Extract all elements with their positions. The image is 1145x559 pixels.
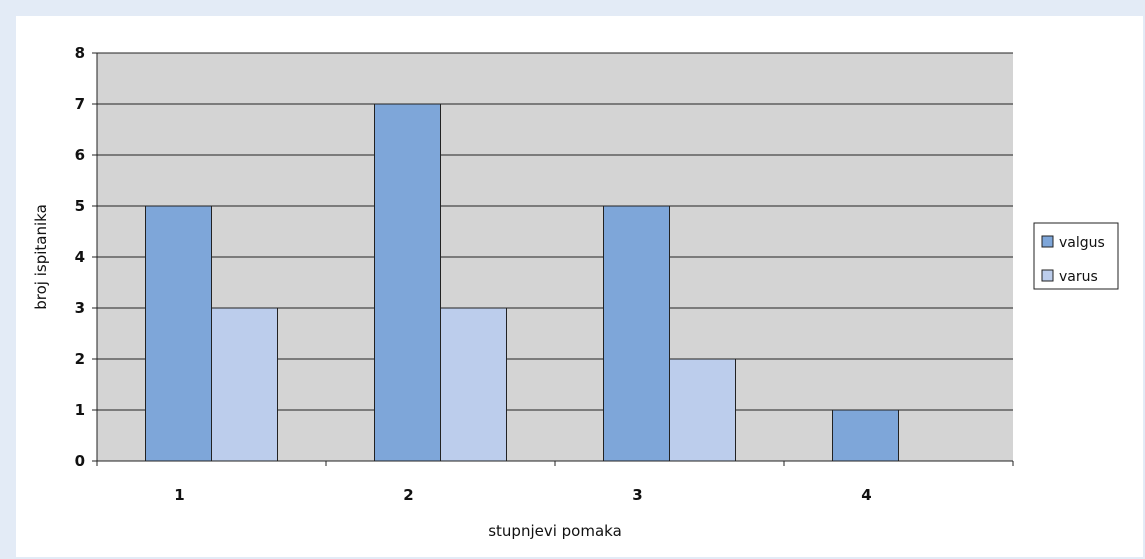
- chart-frame: 0 1 2 3 4 5 6 7 8 1 2 3 4 stupnjevi pomaka broj isp…: [16, 16, 1143, 557]
- bar-valgus-4: [832, 409, 899, 462]
- legend: valgus varus: [1033, 222, 1119, 290]
- legend-swatch-varus: [1041, 269, 1054, 282]
- y-tick-labels: 0 1 2 3 4 5 6 7 8: [75, 44, 97, 470]
- y-tick-label: 2: [75, 350, 85, 368]
- legend-swatch-valgus: [1041, 235, 1054, 248]
- x-tick-label: 2: [403, 486, 413, 504]
- y-axis-title: broj ispitanika: [32, 204, 50, 310]
- y-tick-label: 0: [75, 452, 85, 470]
- x-tick-label: 4: [861, 486, 871, 504]
- x-tick-label: 3: [632, 486, 642, 504]
- y-tick-label: 4: [75, 248, 85, 266]
- y-tick-label: 8: [75, 44, 85, 62]
- bars: [145, 103, 899, 462]
- y-tick-label: 6: [75, 146, 85, 164]
- y-tick-label: 7: [75, 95, 85, 113]
- bar-varus-3: [669, 358, 736, 462]
- legend-label-varus: varus: [1059, 269, 1098, 285]
- x-axis-title: stupnjevi pomaka: [488, 522, 622, 540]
- bar-chart: 0 1 2 3 4 5 6 7 8 1 2 3 4 stupnjevi pomaka broj isp…: [32, 44, 1119, 540]
- x-tick-label: 1: [174, 486, 184, 504]
- x-tick-labels: 1 2 3 4: [96, 461, 1014, 504]
- bar-varus-1: [211, 307, 278, 462]
- bar-valgus-1: [145, 205, 212, 462]
- y-tick-label: 3: [75, 299, 85, 317]
- y-tick-label: 1: [75, 401, 85, 419]
- bar-valgus-3: [603, 205, 670, 462]
- legend-label-valgus: valgus: [1059, 235, 1105, 251]
- y-tick-label: 5: [75, 197, 85, 215]
- bar-valgus-2: [374, 103, 441, 462]
- bar-varus-2: [440, 307, 507, 462]
